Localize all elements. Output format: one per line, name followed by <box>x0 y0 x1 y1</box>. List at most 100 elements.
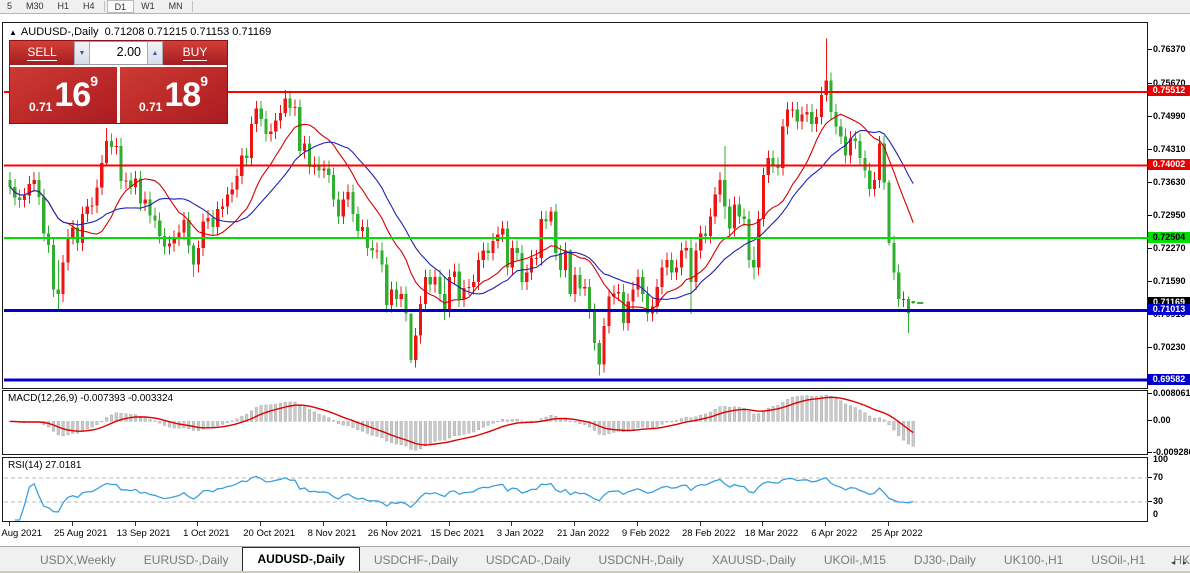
rsi-chart <box>4 475 1148 521</box>
date-axis-tick <box>385 522 387 526</box>
date-axis-label: 6 Apr 2022 <box>811 528 858 539</box>
chart-tab-uk100-h1[interactable]: UK100-,H1 <box>1003 553 1064 567</box>
price-axis-tick <box>1148 214 1152 216</box>
price-axis-tick <box>1148 347 1152 349</box>
rsi-axis-label: 70 <box>1153 471 1164 482</box>
timeframe-button-5[interactable]: 5 <box>7 1 13 11</box>
macd-axis-tick <box>1148 392 1152 394</box>
date-axis-label: 9 Feb 2022 <box>621 528 670 539</box>
price-axis-label: 0.74310 <box>1153 143 1186 154</box>
macd-axis-tick <box>1148 419 1152 421</box>
timeframe-button-mn[interactable]: MN <box>168 1 183 11</box>
date-axis-tick <box>260 522 262 526</box>
price-axis-tick <box>1148 248 1152 249</box>
chart-header: ▲ AUDUSD-,Daily 0.71208 0.71215 0.71153 0… <box>9 26 271 38</box>
scroll-right-icon[interactable]: ▸ <box>1182 558 1187 567</box>
rsi-axis-tick <box>1148 500 1152 502</box>
date-axis-label: 1 Oct 2021 <box>183 528 230 539</box>
bid-price-prefix: 0.71 <box>29 100 53 114</box>
bid-price-box[interactable]: 0.71 16 9 <box>10 67 117 123</box>
chart-tab-usdx-weekly[interactable]: USDX,Weekly <box>40 553 116 567</box>
price-axis-label: 0.71590 <box>1153 276 1186 287</box>
date-axis-label: 15 Dec 2021 <box>430 528 485 539</box>
spread-value[interactable]: 2.00 <box>116 45 141 59</box>
macd-label: MACD(12,26,9) -0.007393 -0.003324 <box>8 393 174 404</box>
macd-chart <box>8 394 915 451</box>
ask-price-prefix: 0.71 <box>139 100 163 114</box>
chart-tab-hk50-h1[interactable]: HK50-,H1 <box>1173 553 1190 567</box>
chart-tab-ukoil-m15[interactable]: UKOil-,M15 <box>823 553 886 567</box>
timeframe-toolbar: 5 M30 H1 H4 D1 W1 MN <box>0 0 1190 14</box>
macd-axis-label: 0.00 <box>1153 414 1171 425</box>
ask-price-big: 18 <box>164 76 201 114</box>
date-axis-label: 26 Nov 2021 <box>367 528 422 539</box>
price-level-badge: 0.72504 <box>1148 231 1190 243</box>
price-axis-label: 0.72950 <box>1153 209 1186 220</box>
macd-axis-label: -0.009286 <box>1153 446 1190 457</box>
date-axis-tick <box>699 522 701 526</box>
price-axis-tick <box>1148 82 1152 84</box>
price-axis-tick <box>1148 148 1152 150</box>
chart-ohlc-values: 0.71208 0.71215 0.71153 0.71169 <box>104 26 272 38</box>
timeframe-button-h1[interactable]: H1 <box>57 1 70 11</box>
timeframe-button-h4[interactable]: H4 <box>83 1 95 11</box>
buy-button[interactable]: BUY <box>163 41 227 65</box>
bid-price-sup: 9 <box>90 73 98 89</box>
price-axis-label: 0.72270 <box>1153 243 1186 253</box>
date-axis-label: 21 Jan 2022 <box>556 528 610 539</box>
collapse-arrow-icon[interactable]: ▲ <box>9 28 17 37</box>
date-axis-label: 28 Feb 2022 <box>682 528 736 539</box>
sell-button[interactable]: SELL <box>10 41 74 65</box>
chart-tab-dj30-daily[interactable]: DJ30-,Daily <box>913 553 976 567</box>
date-axis-tick <box>636 522 638 526</box>
chart-tab-usdcnh-daily[interactable]: USDCNH-,Daily <box>598 553 684 567</box>
ask-price-sup: 9 <box>200 73 208 89</box>
macd-axis-label: 0.008061 <box>1153 387 1190 398</box>
timeframe-button-m30[interactable]: M30 <box>26 1 44 11</box>
chart-tab-usdcad-daily[interactable]: USDCAD-,Daily <box>485 553 571 567</box>
date-axis-label: 13 Sep 2021 <box>116 528 171 539</box>
candlestick-chart[interactable] <box>4 24 1148 389</box>
price-chart-panel[interactable]: ▲ AUDUSD-,Daily 0.71208 0.71215 0.71153 0… <box>2 22 1148 389</box>
toolbar-separator <box>103 1 105 12</box>
timeframe-button-d1[interactable]: D1 <box>106 0 135 13</box>
rsi-axis-tick <box>1148 476 1152 478</box>
price-axis-tick <box>1148 181 1152 183</box>
chart-tab-audusd-daily[interactable]: AUDUSD-,Daily <box>242 547 360 571</box>
rsi-indicator-panel[interactable]: RSI(14) 27.0181 <box>2 457 1148 522</box>
date-axis-label: 25 Aug 2021 <box>54 528 108 539</box>
chart-tab-usoil-h1[interactable]: USOil-,H1 <box>1091 553 1146 567</box>
ask-price-box[interactable]: 0.71 18 9 <box>117 67 227 123</box>
date-axis-label: 6 Aug 2021 <box>0 528 43 539</box>
rsi-axis-label: 30 <box>1153 495 1164 506</box>
price-level-badge: 0.69582 <box>1148 373 1190 385</box>
price-axis-tick <box>1148 48 1152 50</box>
price-axis-label: 0.76370 <box>1153 43 1186 54</box>
macd-axis-tick <box>1148 451 1152 453</box>
chart-tab-xauusd-daily[interactable]: XAUUSD-,Daily <box>711 553 796 567</box>
date-axis-label: 3 Jan 2022 <box>496 528 544 539</box>
price-axis-label: 0.70230 <box>1153 342 1186 353</box>
scroll-left-icon[interactable]: ◂ <box>1170 558 1175 567</box>
price-axis-label: 0.73630 <box>1153 176 1186 187</box>
rsi-axis-label: 0 <box>1153 508 1159 519</box>
date-axis-tick <box>197 522 199 526</box>
price-level-badge: 0.75512 <box>1148 85 1190 97</box>
price-level-badge: 0.71169 <box>1148 296 1190 308</box>
macd-indicator-panel[interactable]: MACD(12,26,9) -0.007393 -0.003324 <box>2 390 1148 455</box>
date-axis-tick <box>762 522 764 526</box>
rsi-axis-label: 100 <box>1153 453 1169 464</box>
date-axis-tick <box>134 522 136 526</box>
timeframe-button-w1[interactable]: W1 <box>141 1 155 11</box>
chevron-down-icon[interactable]: ▼ <box>74 42 90 64</box>
chevron-up-icon[interactable]: ▲ <box>147 42 163 64</box>
date-axis-label: 25 Apr 2022 <box>871 528 923 539</box>
bid-price-big: 16 <box>54 76 91 114</box>
chart-tab-eurusd-daily[interactable]: EURUSD-,Daily <box>143 553 229 567</box>
date-axis-tick <box>71 522 73 526</box>
buy-button-label: BUY <box>182 45 208 61</box>
price-level-badge: 0.74002 <box>1148 158 1190 170</box>
toolbar-separator <box>191 1 193 12</box>
chart-tab-usdchf-daily[interactable]: USDCHF-,Daily <box>373 553 458 567</box>
